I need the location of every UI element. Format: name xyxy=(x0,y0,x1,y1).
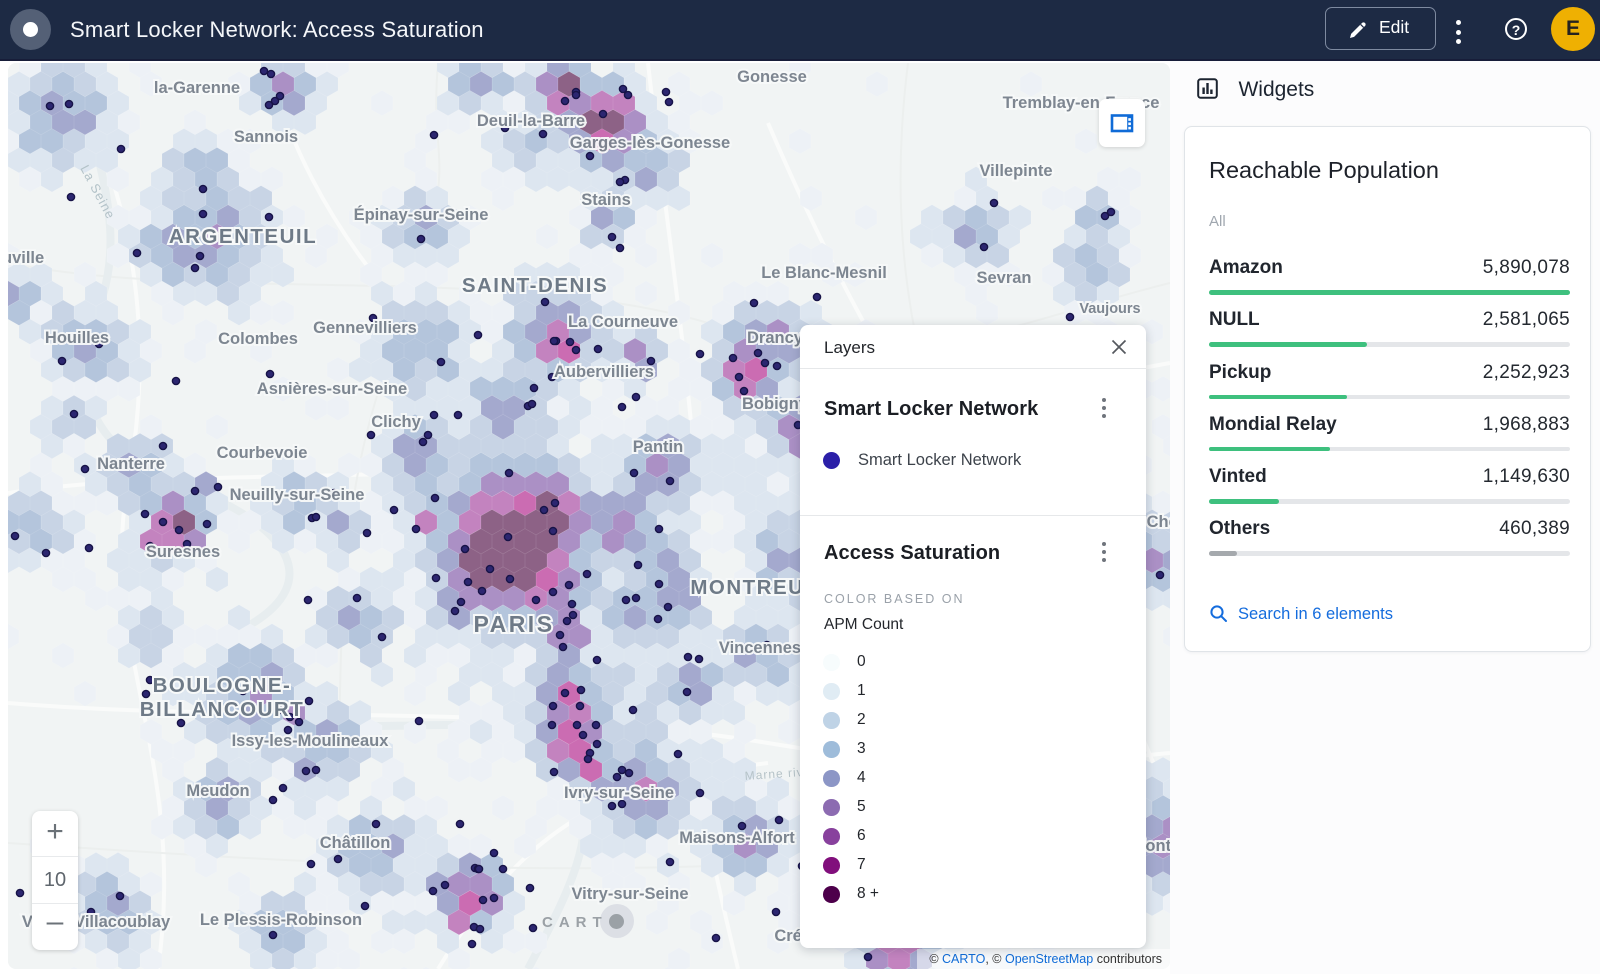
svg-text:Vitry-sur-Seine: Vitry-sur-Seine xyxy=(571,885,688,903)
svg-text:Asnières-sur-Seine: Asnières-sur-Seine xyxy=(257,380,407,398)
svg-text:Sannois: Sannois xyxy=(234,128,298,146)
svg-text:BILLANCOURT: BILLANCOURT xyxy=(140,698,305,721)
svg-text:Maisons-Alfort: Maisons-Alfort xyxy=(679,829,795,847)
svg-text:BOULOGNE-: BOULOGNE- xyxy=(153,674,292,697)
svg-text:Colombes: Colombes xyxy=(218,330,298,348)
svg-text:Chelles: Chelles xyxy=(1147,513,1170,531)
svg-text:ARGENTEUIL: ARGENTEUIL xyxy=(169,225,317,248)
svg-text:Nanterre: Nanterre xyxy=(97,455,165,473)
svg-text:Le Plessis-Robinson: Le Plessis-Robinson xyxy=(200,911,362,929)
svg-text:Bobigny: Bobigny xyxy=(742,395,809,413)
svg-text:Neuilly-sur-Seine: Neuilly-sur-Seine xyxy=(230,486,365,504)
svg-text:Meudon: Meudon xyxy=(186,782,249,800)
svg-text:uville: uville xyxy=(8,249,44,267)
svg-text:Marne river: Marne river xyxy=(744,764,816,783)
svg-text:Deuil-la-Barre: Deuil-la-Barre xyxy=(477,112,585,130)
svg-text:Aubervilliers: Aubervilliers xyxy=(554,363,654,381)
svg-text:Sevran: Sevran xyxy=(976,269,1031,287)
svg-text:Villepinte: Villepinte xyxy=(979,162,1052,180)
svg-text:Drancy: Drancy xyxy=(747,329,804,347)
svg-text:Garges-lès-Gonesse: Garges-lès-Gonesse xyxy=(570,134,731,152)
svg-text:Épinay-sur-Seine: Épinay-sur-Seine xyxy=(354,205,489,224)
svg-text:Courbevoie: Courbevoie xyxy=(217,444,308,462)
svg-text:Stains: Stains xyxy=(581,191,631,209)
svg-text:SAINT-DENIS: SAINT-DENIS xyxy=(462,274,608,297)
svg-text:Pantin: Pantin xyxy=(633,438,683,456)
svg-text:Gennevilliers: Gennevilliers xyxy=(313,319,417,337)
svg-text:PARIS: PARIS xyxy=(473,611,554,637)
svg-text:Ivry-sur-Seine: Ivry-sur-Seine xyxy=(564,784,674,802)
svg-text:Houilles: Houilles xyxy=(45,329,109,347)
svg-text:Vaujours: Vaujours xyxy=(1079,301,1140,317)
svg-text:Issy-les-Moulineaux: Issy-les-Moulineaux xyxy=(232,732,390,750)
svg-text:La Courneuve: La Courneuve xyxy=(568,313,678,331)
svg-text:la-Garenne: la-Garenne xyxy=(154,79,240,97)
svg-text:Clichy: Clichy xyxy=(371,413,421,431)
svg-text:Vincennes: Vincennes xyxy=(719,639,801,657)
svg-text:Suresnes: Suresnes xyxy=(146,543,220,561)
svg-text:Châtillon: Châtillon xyxy=(320,834,391,852)
svg-text:Le Blanc-Mesnil: Le Blanc-Mesnil xyxy=(761,264,887,282)
svg-text:Gonesse: Gonesse xyxy=(737,68,807,86)
